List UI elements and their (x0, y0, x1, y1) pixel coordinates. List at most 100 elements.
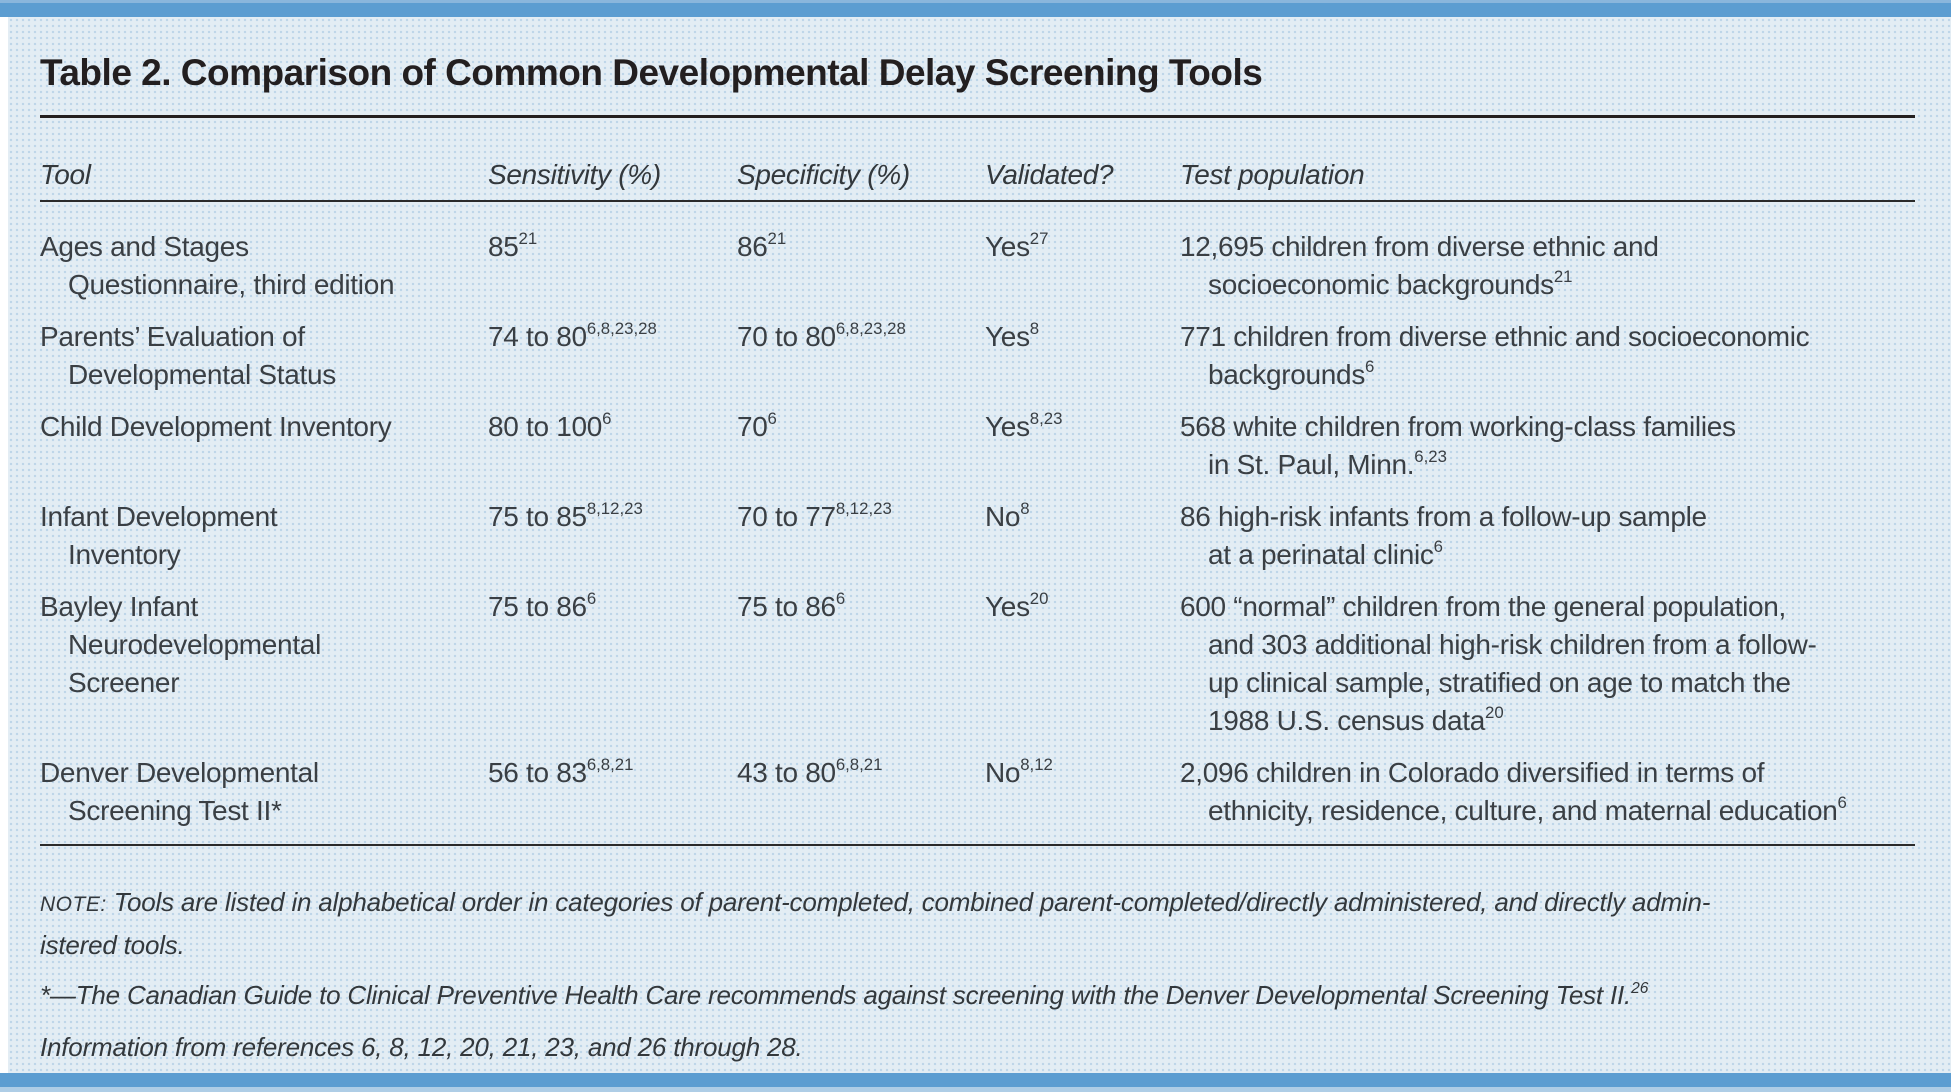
reference-superscript: 8 (1020, 499, 1030, 518)
cell-line: 706 (737, 409, 777, 442)
table-row: Parents’ Evaluation of Developmental Stat… (40, 318, 1915, 394)
test-population-cell: 2,096 children in Colorado diversified i… (1180, 754, 1915, 830)
title-rule (40, 115, 1915, 118)
reference-superscript: 8,12,23 (835, 499, 892, 518)
sensitivity-cell: 56 to 836,8,21 (488, 754, 737, 830)
cell-line: Developmental Status (68, 359, 336, 390)
cell-line: Neurodevelopmental (68, 629, 321, 660)
column-header-tool: Tool (40, 159, 91, 190)
cell-line: at a perinatal clinic6 (1208, 537, 1443, 570)
cell-line: Child Development Inventory (40, 411, 392, 442)
cell-line: Parents’ Evaluation of (40, 321, 305, 352)
tool-cell: Infant Development Inventory (40, 498, 488, 574)
specificity-cell: 70 to 806,8,23,28 (737, 318, 985, 394)
cell-line: Denver Developmental (40, 757, 319, 788)
cell-line: 70 to 806,8,23,28 (737, 319, 906, 352)
reference-superscript: 6 (1837, 793, 1847, 812)
footnote-references: Information from references 6, 8, 12, 20… (40, 1032, 803, 1062)
cell-line: 1988 U.S. census data20 (1208, 703, 1504, 736)
cell-line: 43 to 806,8,21 (737, 755, 883, 788)
validated-cell: Yes27 (985, 228, 1180, 304)
table-row: Ages and Stages Questionnaire, third edit… (40, 228, 1915, 304)
sensitivity-cell: 80 to 1006 (488, 408, 737, 484)
footnote-asterisk: *—The Canadian Guide to Clinical Prevent… (40, 979, 1649, 1010)
cell-line: No8,12 (985, 755, 1053, 788)
cell-line: 80 to 1006 (488, 409, 612, 442)
table-row: Bayley Infant Neurodevelopmental Screener 7… (40, 588, 1915, 740)
cell-line: 86 high-risk infants from a follow-up sa… (1180, 501, 1707, 532)
table-body: Ages and Stages Questionnaire, third edit… (40, 202, 1915, 830)
bottom-accent-bar (0, 1073, 1951, 1092)
cell-line: Yes8 (985, 319, 1040, 352)
reference-superscript: 6 (602, 409, 612, 428)
test-population-cell: 12,695 children from diverse ethnic and s… (1180, 228, 1915, 304)
sensitivity-cell: 75 to 866 (488, 588, 737, 740)
cell-line: 8621 (737, 229, 787, 262)
cell-line: Yes8,23 (985, 409, 1063, 442)
specificity-cell: 75 to 866 (737, 588, 985, 740)
cell-line: Infant Development (40, 501, 278, 532)
reference-superscript: 6 (1365, 357, 1375, 376)
test-population-cell: 568 white children from working-class fa… (1180, 408, 1915, 484)
cell-line: and 303 additional high-risk children fr… (1208, 629, 1817, 660)
column-header-test-population: Test population (1180, 159, 1365, 190)
reference-superscript: 6,23 (1414, 447, 1447, 466)
cell-line: in St. Paul, Minn.6,23 (1208, 447, 1447, 480)
reference-superscript: 8 (1029, 319, 1040, 338)
reference-superscript: 20 (1029, 589, 1049, 608)
reference-superscript: 21 (1553, 267, 1573, 286)
reference-superscript: 21 (767, 229, 787, 248)
cell-line: 75 to 866 (737, 589, 846, 622)
table-row: Child Development Inventory 80 to 1006 706… (40, 408, 1915, 484)
cell-line: 75 to 866 (488, 589, 597, 622)
reference-superscript: 6 (586, 589, 597, 608)
cell-line: up clinical sample, stratified on age to… (1208, 667, 1791, 698)
validated-cell: Yes20 (985, 588, 1180, 740)
reference-superscript: 6,8,21 (835, 755, 883, 774)
validated-cell: No8,12 (985, 754, 1180, 830)
cell-line: Screening Test II* (68, 795, 282, 826)
reference-superscript: 8,12,23 (586, 499, 643, 518)
reference-superscript: 8,23 (1029, 409, 1063, 428)
reference-superscript: 6 (835, 589, 846, 608)
table-notes: NOTE: Tools are listed in alphabetical o… (40, 846, 1915, 1067)
specificity-cell: 8621 (737, 228, 985, 304)
reference-superscript: 6 (1433, 537, 1443, 556)
test-population-cell: 771 children from diverse ethnic and soc… (1180, 318, 1915, 394)
table-row: Infant Development Inventory 75 to 858,12,… (40, 498, 1915, 574)
reference-superscript: 27 (1029, 229, 1049, 248)
column-header-validated: Validated? (985, 159, 1114, 190)
sensitivity-cell: 75 to 858,12,23 (488, 498, 737, 574)
table-row: Denver Developmental Screening Test II* 56… (40, 754, 1915, 830)
cell-line: 771 children from diverse ethnic and soc… (1180, 321, 1810, 352)
note-line-2: istered tools. (40, 930, 185, 960)
tool-cell: Denver Developmental Screening Test II* (40, 754, 488, 830)
test-population-cell: 86 high-risk infants from a follow-up sa… (1180, 498, 1915, 574)
cell-line: 12,695 children from diverse ethnic and (1180, 231, 1659, 262)
cell-line: ethnicity, residence, culture, and mater… (1208, 793, 1847, 826)
reference-superscript: 6 (767, 409, 777, 428)
sensitivity-cell: 8521 (488, 228, 737, 304)
cell-line: Inventory (68, 539, 181, 570)
cell-line: 600 “normal” children from the general p… (1180, 591, 1787, 622)
reference-superscript: 6,8,23,28 (835, 319, 906, 338)
cell-line: Screener (68, 667, 180, 698)
cell-line: 568 white children from working-class fa… (1180, 411, 1736, 442)
specificity-cell: 706 (737, 408, 985, 484)
cell-line: Bayley Infant (40, 591, 198, 622)
tool-cell: Parents’ Evaluation of Developmental Stat… (40, 318, 488, 394)
cell-line: Ages and Stages (40, 231, 249, 262)
validated-cell: Yes8,23 (985, 408, 1180, 484)
validated-cell: Yes8 (985, 318, 1180, 394)
test-population-cell: 600 “normal” children from the general p… (1180, 588, 1915, 740)
reference-superscript: 26 (1631, 979, 1649, 997)
tool-cell: Ages and Stages Questionnaire, third edit… (40, 228, 488, 304)
tool-cell: Child Development Inventory (40, 408, 488, 484)
tool-cell: Bayley Infant Neurodevelopmental Screener (40, 588, 488, 740)
cell-line: Yes27 (985, 229, 1049, 262)
specificity-cell: 43 to 806,8,21 (737, 754, 985, 830)
specificity-cell: 70 to 778,12,23 (737, 498, 985, 574)
cell-line: Questionnaire, third edition (68, 269, 395, 300)
reference-superscript: 8,12 (1020, 755, 1053, 774)
cell-line: socioeconomic backgrounds21 (1208, 267, 1573, 300)
